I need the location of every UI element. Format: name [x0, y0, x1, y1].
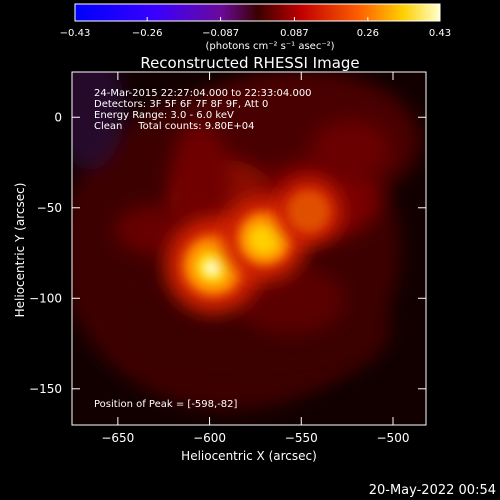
footer-date: 20-May-2022 00:54: [369, 483, 496, 498]
colorbar-tick-label: 0.087: [280, 28, 309, 39]
colorbar-tick-label: −0.087: [202, 28, 239, 39]
info-line: 24-Mar-2015 22:27:04.000 to 22:33:04.000: [94, 88, 312, 99]
y-axis-ticks: 0 −50 −100 −150: [29, 110, 426, 396]
x-axis-label: Heliocentric X (arcsec): [181, 449, 317, 463]
chart-title: Reconstructed RHESSI Image: [140, 54, 359, 72]
x-tick-label: −650: [101, 431, 134, 445]
info-line: Clean Total counts: 9.80E+04: [94, 121, 254, 132]
colorbar-tick-label: 0.43: [429, 28, 451, 39]
colorbar-tick-label: 0.26: [357, 28, 379, 39]
source-core: [248, 224, 282, 256]
x-axis-ticks: −650 −600 −550 −500: [101, 72, 409, 445]
peak-position-label: Position of Peak = [-598,-82]: [94, 399, 238, 410]
info-line: Detectors: 3F 5F 6F 7F 8F 9F, Att 0: [94, 99, 268, 110]
y-tick-label: −100: [29, 291, 62, 305]
x-tick-label: −600: [193, 431, 226, 445]
y-tick-label: −150: [29, 382, 62, 396]
y-axis-label: Heliocentric Y (arcsec): [13, 183, 27, 318]
colorbar-unit-label: (photons cm⁻² s⁻¹ asec⁻²): [205, 41, 334, 52]
source-core: [287, 190, 330, 233]
source-layer: [165, 178, 342, 314]
x-tick-label: −500: [377, 431, 410, 445]
colorbar-ticks: −0.43 −0.26 −0.087 0.087 0.26 0.43: [60, 17, 451, 39]
y-tick-label: −50: [37, 201, 62, 215]
info-block: 24-Mar-2015 22:27:04.000 to 22:33:04.000…: [94, 88, 312, 132]
plot-frame: [71, 71, 427, 426]
colorbar-tick-label: −0.43: [60, 28, 91, 39]
colorbar-tick-label: −0.26: [132, 28, 163, 39]
x-tick-label: −550: [285, 431, 318, 445]
source-peak: [202, 258, 222, 277]
image-area: [72, 72, 426, 425]
y-tick-label: 0: [54, 110, 62, 124]
info-line: Energy Range: 3.0 - 6.0 keV: [94, 110, 234, 121]
colorbar: [74, 3, 441, 22]
